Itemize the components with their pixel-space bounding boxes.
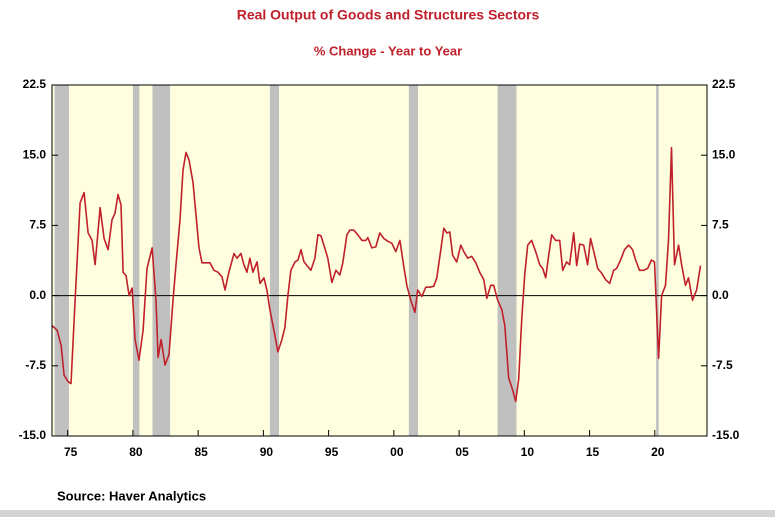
chart-subtitle: % Change - Year to Year [314,43,462,58]
y-tick-label: 15.0 [23,147,47,161]
x-tick-label: 90 [260,445,274,459]
x-tick-label: 15 [586,445,600,459]
x-tick-label: 20 [651,445,665,459]
x-tick-label: 05 [455,445,469,459]
x-tick-label: 00 [390,445,404,459]
y-tick-label: 0.0 [29,288,46,302]
y2-tick-label: 7.5 [712,218,729,232]
y2-tick-label: 22.5 [712,77,736,91]
y-tick-label: -15.0 [19,428,47,442]
recession-band [54,85,69,436]
y-tick-label: -7.5 [25,358,46,372]
plot-background [52,85,707,436]
y2-tick-label: -15.0 [712,428,740,442]
chart-title: Real Output of Goods and Structures Sect… [237,7,540,23]
x-tick-label: 10 [521,445,535,459]
bottom-bar [0,510,775,517]
x-tick-label: 95 [325,445,339,459]
y2-tick-label: -7.5 [712,358,733,372]
series-line [51,146,702,403]
y-tick-label: 7.5 [29,218,46,232]
y2-tick-label: 0.0 [712,288,729,302]
recession-band [497,85,517,436]
source: Source: Haver Analytics [57,488,206,503]
recession-band [408,85,418,436]
y-tick-label: 22.5 [23,77,47,91]
plot-frame [51,84,708,437]
recession-band [656,85,659,436]
recession-band [269,85,280,436]
y2-tick-label: 15.0 [712,147,736,161]
x-tick-label: 85 [194,445,208,459]
recession-band [152,85,171,436]
x-tick-label: 80 [129,445,143,459]
recession-band [132,85,140,436]
x-tick-label: 75 [64,445,78,459]
